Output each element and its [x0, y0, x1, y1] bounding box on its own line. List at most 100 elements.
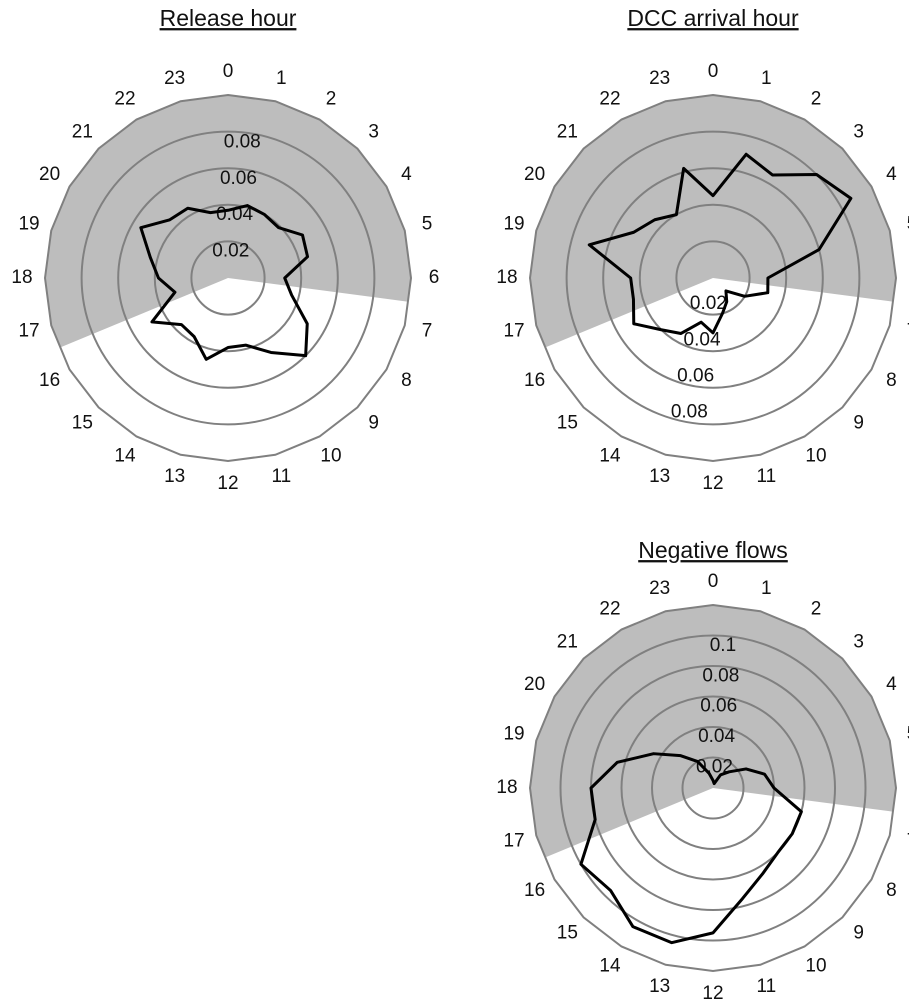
data-line: [587, 152, 853, 335]
radar-chart: DCC arrival hour0.020.040.060.0801234567…: [496, 5, 909, 494]
category-label: 0: [708, 571, 719, 592]
category-label: 19: [503, 724, 524, 745]
category-label: 9: [853, 413, 864, 434]
category-label: 5: [422, 214, 433, 235]
category-label: 9: [853, 923, 864, 944]
grid-ring: [559, 634, 867, 942]
category-label: 10: [805, 955, 826, 976]
category-label: 18: [11, 267, 32, 288]
category-label: 21: [72, 121, 93, 142]
category-label: 0: [223, 61, 234, 82]
category-label: 6: [429, 267, 440, 288]
category-label: 5: [907, 214, 909, 235]
category-label: 4: [886, 674, 897, 695]
category-label: 19: [18, 214, 39, 235]
r-tick-label: 0.02: [212, 241, 249, 262]
category-label: 15: [72, 413, 93, 434]
category-label: 7: [422, 320, 433, 341]
grid-ring: [681, 756, 745, 820]
category-label: 22: [599, 89, 620, 110]
category-label: 2: [811, 89, 822, 110]
category-label: 4: [886, 164, 897, 185]
r-tick-label: 0.08: [224, 131, 261, 152]
r-tick-label: 0.08: [671, 401, 708, 422]
category-label: 8: [401, 370, 412, 391]
category-label: 20: [39, 164, 60, 185]
outer-ring: [528, 93, 898, 463]
r-tick-label: 0.04: [684, 329, 721, 350]
r-tick-label: 0.04: [698, 726, 735, 747]
category-label: 2: [326, 89, 337, 110]
data-line: [579, 752, 803, 945]
grid-ring: [675, 240, 751, 316]
grid-ring: [190, 240, 266, 316]
category-label: 21: [557, 121, 578, 142]
category-label: 13: [164, 466, 185, 487]
category-label: 22: [599, 599, 620, 620]
category-label: 9: [368, 413, 379, 434]
category-label: 16: [524, 880, 545, 901]
category-label: 8: [886, 370, 897, 391]
category-label: 14: [114, 445, 136, 466]
grid-ring: [153, 203, 303, 353]
r-tick-label: 0.06: [700, 696, 737, 717]
category-label: 15: [557, 923, 578, 944]
category-label: 12: [702, 983, 723, 1004]
grid-ring: [620, 695, 806, 881]
category-label: 17: [503, 830, 524, 851]
category-label: 22: [114, 89, 135, 110]
outer-ring: [43, 93, 413, 463]
category-label: 7: [907, 830, 909, 851]
category-label: 20: [524, 164, 545, 185]
r-tick-label: 0.1: [710, 635, 736, 656]
category-label: 19: [503, 214, 524, 235]
category-label: 12: [217, 473, 238, 494]
chart-title: Release hour: [160, 5, 297, 31]
grid-ring: [602, 167, 824, 389]
grid-ring: [80, 130, 376, 426]
category-label: 23: [649, 68, 670, 89]
category-label: 16: [39, 370, 60, 391]
category-label: 18: [496, 777, 517, 798]
category-label: 16: [524, 370, 545, 391]
category-label: 3: [853, 121, 864, 142]
category-label: 8: [886, 880, 897, 901]
data-line: [139, 204, 310, 361]
radar-chart: Negative flows0.020.040.060.080.10123456…: [496, 537, 909, 1004]
r-tick-label: 0.08: [702, 665, 739, 686]
category-label: 1: [761, 68, 772, 89]
category-label: 1: [276, 68, 287, 89]
category-label: 20: [524, 674, 545, 695]
grid-ring: [638, 203, 788, 353]
category-label: 14: [599, 445, 621, 466]
category-label: 2: [811, 599, 822, 620]
category-label: 3: [368, 121, 379, 142]
category-label: 17: [18, 320, 39, 341]
category-label: 17: [503, 320, 524, 341]
category-label: 3: [853, 631, 864, 652]
r-tick-label: 0.06: [677, 365, 714, 386]
category-label: 23: [649, 578, 670, 599]
category-label: 10: [320, 445, 341, 466]
category-label: 15: [557, 413, 578, 434]
category-label: 7: [907, 320, 909, 341]
category-label: 11: [756, 976, 776, 997]
category-label: 4: [401, 164, 412, 185]
grid-ring: [117, 167, 339, 389]
category-label: 1: [761, 578, 772, 599]
category-label: 5: [907, 724, 909, 745]
category-label: 13: [649, 976, 670, 997]
category-label: 12: [702, 473, 723, 494]
category-label: 11: [756, 466, 776, 487]
category-label: 23: [164, 68, 185, 89]
category-label: 14: [599, 955, 621, 976]
outer-ring: [528, 603, 898, 973]
category-label: 11: [271, 466, 291, 487]
category-label: 18: [496, 267, 517, 288]
chart-title: DCC arrival hour: [627, 5, 799, 31]
chart-title: Negative flows: [638, 537, 788, 563]
category-label: 0: [708, 61, 719, 82]
category-label: 21: [557, 631, 578, 652]
